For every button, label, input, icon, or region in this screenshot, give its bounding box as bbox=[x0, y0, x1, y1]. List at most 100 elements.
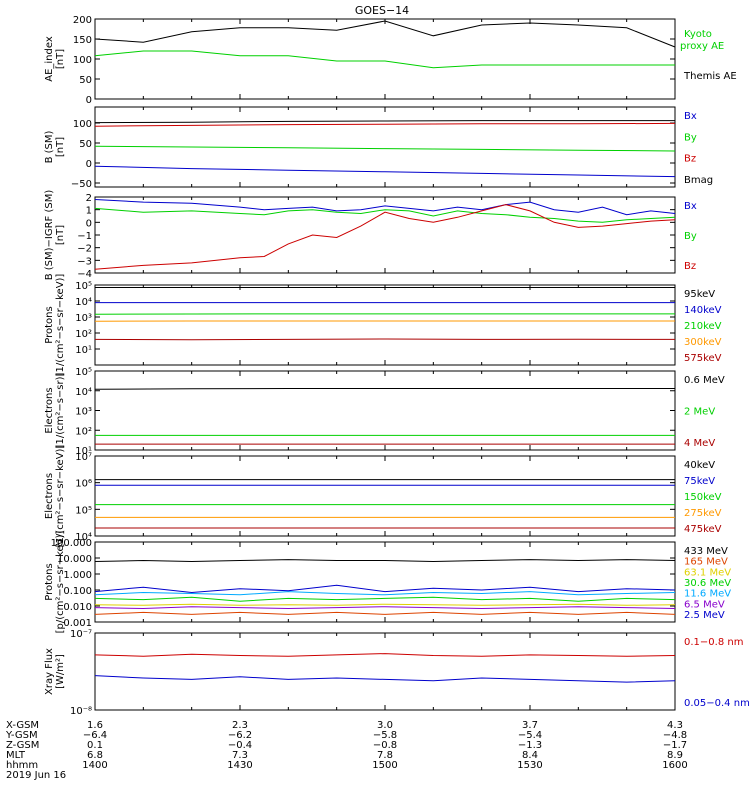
y-tick-label: 10⁶ bbox=[75, 479, 92, 490]
panel-6: 10⁴ 10⁵ 10⁶ 10⁷ Electrons [1/(cm²−s−sr−keV)] 4… bbox=[44, 445, 722, 548]
y-tick-label: 0 bbox=[86, 218, 92, 229]
y-tick-label: −1 bbox=[77, 231, 92, 242]
series-line bbox=[94, 122, 676, 127]
legend-entry: 4 MeV bbox=[684, 438, 715, 449]
y-tick-label: 2 bbox=[86, 193, 92, 204]
legend-entry: 63.1 MeV bbox=[684, 567, 731, 578]
y-tick-label: −4 bbox=[77, 269, 92, 280]
y-tick-label: 10¹ bbox=[75, 345, 92, 356]
y-tick-label: 0.010 bbox=[63, 602, 92, 613]
footer-value: 1500 bbox=[372, 760, 397, 771]
y-tick-label: 10⁴ bbox=[75, 532, 92, 543]
series-line bbox=[94, 120, 675, 124]
panel-2: −50 0 50 100 B (SM) [nT] Bx By Bz Bmag bbox=[44, 106, 713, 190]
footer-value: 1400 bbox=[82, 760, 107, 771]
footer-value: 1.6 bbox=[87, 720, 103, 731]
footer-row-label: Z-GSM bbox=[6, 740, 39, 751]
legend-entry: 95keV bbox=[684, 289, 715, 300]
y-tick-label: 10¹ bbox=[75, 446, 92, 457]
y-tick-label: −3 bbox=[77, 256, 92, 267]
footer-value: 4.3 bbox=[667, 720, 683, 731]
y-axis-label: [1/(cm²−s−sr)] bbox=[55, 372, 66, 448]
footer-value: 3.0 bbox=[377, 720, 393, 731]
y-axis-label: [W/m²] bbox=[55, 654, 66, 689]
y-tick-label: 10⁵ bbox=[75, 505, 92, 516]
legend-entry: 575keV bbox=[684, 353, 722, 364]
y-axis-label: [nT] bbox=[55, 225, 66, 245]
y-tick-label: 1 bbox=[86, 206, 92, 217]
legend-entry: 30.6 MeV bbox=[684, 578, 731, 589]
series-line bbox=[94, 207, 676, 223]
legend-entry: Bz bbox=[684, 261, 696, 272]
plot-title: GOES−14 bbox=[355, 4, 409, 17]
y-axis-label: Protons bbox=[44, 306, 55, 343]
legend-entry: Themis AE bbox=[683, 71, 737, 82]
footer-row-label: Y-GSM bbox=[5, 730, 38, 741]
legend-entry: 275keV bbox=[684, 508, 722, 519]
legend-entry: 210keV bbox=[684, 321, 722, 332]
panel-frame bbox=[94, 632, 676, 711]
series-line bbox=[94, 145, 676, 152]
footer-value: 7.3 bbox=[232, 750, 248, 761]
legend-entry: Bx bbox=[684, 111, 697, 122]
series-line bbox=[94, 50, 675, 69]
y-tick-label: 10.000 bbox=[57, 554, 92, 565]
footer-value: −4.8 bbox=[663, 730, 687, 741]
footer-value: 8.4 bbox=[522, 750, 538, 761]
series-line bbox=[94, 606, 676, 610]
panel-frame bbox=[94, 196, 676, 274]
legend-entry: By bbox=[684, 132, 697, 143]
panel-4: 10¹ 10² 10³ 10⁴ 10⁵ Protons [1/(cm²−s−sr−keV)]… bbox=[44, 274, 722, 377]
footer-row-label: MLT bbox=[6, 750, 26, 761]
y-axis-label: [nT] bbox=[55, 49, 66, 69]
y-tick-label: 10⁵ bbox=[75, 367, 92, 378]
y-axis-label: AE_index bbox=[44, 36, 55, 82]
y-tick-label: −2 bbox=[77, 244, 92, 255]
y-tick-label: 100.000 bbox=[51, 538, 92, 549]
series-line bbox=[94, 199, 676, 216]
panel-frame bbox=[94, 370, 676, 451]
y-tick-label: 150 bbox=[73, 35, 92, 46]
legend-entry: 2.5 MeV bbox=[684, 610, 725, 621]
y-axis-label: Electrons bbox=[44, 387, 55, 433]
legend-entry: 140keV bbox=[684, 305, 722, 316]
y-tick-label: 50 bbox=[79, 139, 92, 150]
footer-value: 1430 bbox=[227, 760, 252, 771]
y-tick-label: 10⁴ bbox=[75, 387, 92, 398]
series-line bbox=[94, 559, 676, 563]
footer-value: 1530 bbox=[517, 760, 542, 771]
footer-value: 2.3 bbox=[232, 720, 248, 731]
y-tick-label: 10⁴ bbox=[75, 297, 92, 308]
series-line bbox=[94, 611, 676, 615]
y-tick-label: 0 bbox=[86, 95, 92, 106]
series-line bbox=[94, 584, 676, 594]
y-tick-label: 100 bbox=[73, 55, 92, 66]
panel-frame bbox=[94, 541, 676, 623]
series-line bbox=[94, 603, 676, 606]
footer-value: 7.8 bbox=[377, 750, 393, 761]
legend-entry: Bmag bbox=[684, 175, 713, 186]
footer-row-label: X-GSM bbox=[6, 720, 39, 731]
legend-entry: 300keV bbox=[684, 337, 722, 348]
legend-entry: 75keV bbox=[684, 476, 715, 487]
y-tick-label: 10⁻⁸ bbox=[70, 706, 92, 717]
y-tick-label: 10² bbox=[75, 329, 92, 340]
legend-entry: 6.5 MeV bbox=[684, 599, 725, 610]
series-line bbox=[94, 388, 675, 390]
y-tick-label: 0 bbox=[86, 159, 92, 170]
legend-entry: 0.1−0.8 nm bbox=[684, 637, 743, 648]
legend-entry: proxy AE bbox=[680, 41, 724, 52]
footer-value: 1600 bbox=[662, 760, 687, 771]
footer-value: −6.4 bbox=[83, 730, 107, 741]
panel-3: −4 −3−2 −1 01 2 B (SM)−IGRF (SM) [nT] Bx By Bz bbox=[44, 190, 697, 281]
y-tick-label: 0.100 bbox=[63, 586, 92, 597]
y-tick-label: 0.001 bbox=[63, 618, 92, 629]
footer-value: −1.3 bbox=[518, 740, 542, 751]
legend-entry: 11.6 MeV bbox=[684, 589, 731, 600]
series-line bbox=[94, 20, 676, 48]
legend-entry: By bbox=[684, 231, 697, 242]
